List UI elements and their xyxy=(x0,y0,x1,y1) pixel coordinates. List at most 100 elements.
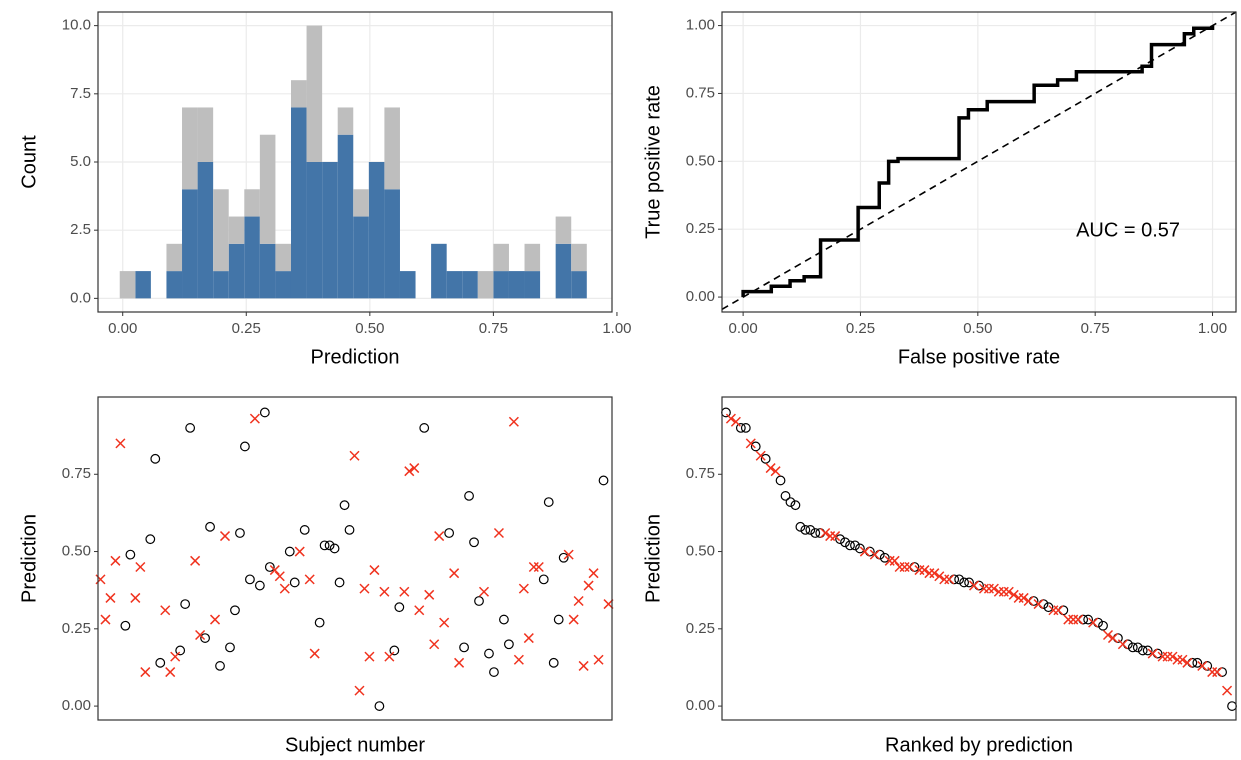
point-cross xyxy=(478,586,490,597)
point-circle xyxy=(474,596,484,606)
x-tick-label: 0.00 xyxy=(729,320,758,337)
point-cross xyxy=(195,629,206,641)
histogram-bar xyxy=(182,107,198,190)
histogram-bar xyxy=(555,243,572,299)
cross-stroke xyxy=(820,527,831,539)
y-tick-label: 0.25 xyxy=(62,620,91,637)
histogram-bar xyxy=(446,271,463,299)
y-tick-label: 0.50 xyxy=(62,543,91,560)
point-cross xyxy=(269,565,280,576)
cross-stroke xyxy=(889,555,900,566)
cross-stroke xyxy=(449,568,460,579)
y-tick-label: 0.25 xyxy=(686,620,715,637)
histogram-bar xyxy=(290,107,307,299)
point-circle xyxy=(289,577,300,588)
point-circle xyxy=(240,441,250,452)
point-circle xyxy=(855,543,865,554)
point-cross xyxy=(105,592,116,603)
point-circle xyxy=(740,423,751,433)
point-cross xyxy=(130,592,141,603)
point-cross xyxy=(404,466,415,477)
point-cross xyxy=(1003,586,1014,597)
point-cross xyxy=(755,450,766,461)
point-cross xyxy=(944,574,955,585)
histogram-bar xyxy=(477,271,494,299)
point-cross xyxy=(294,546,305,557)
point-cross xyxy=(820,527,831,539)
point-circle xyxy=(205,521,215,532)
point-circle xyxy=(264,562,275,572)
point-circle xyxy=(389,645,400,656)
cross-stroke xyxy=(279,583,290,594)
cross-stroke xyxy=(1102,629,1114,641)
point-cross xyxy=(434,531,445,542)
cross-stroke xyxy=(115,438,126,449)
y-tick-label: 0.00 xyxy=(62,697,91,714)
point-cross xyxy=(160,605,171,616)
point-circle xyxy=(200,633,210,643)
point-cross xyxy=(309,648,320,659)
cross-stroke xyxy=(439,617,450,628)
point-circle xyxy=(548,657,559,668)
y-tick-label: 7.5 xyxy=(70,85,91,102)
cross-stroke xyxy=(969,580,980,591)
point-cross xyxy=(1107,633,1118,644)
point-circle xyxy=(489,667,499,677)
cross-stroke xyxy=(563,549,574,560)
x-tick-label: 1.00 xyxy=(602,320,631,337)
point-circle xyxy=(504,639,514,650)
point-circle xyxy=(805,525,816,535)
point-circle xyxy=(284,546,295,557)
point-circle xyxy=(344,525,355,535)
histogram-bar xyxy=(135,271,151,299)
point-circle xyxy=(959,577,970,588)
histogram-bar xyxy=(306,162,323,299)
cross-stroke xyxy=(730,416,741,427)
plot-border xyxy=(721,11,1237,313)
point-cross xyxy=(533,561,544,573)
cross-stroke xyxy=(578,660,589,671)
cross-stroke xyxy=(573,595,584,607)
point-cross xyxy=(770,466,781,477)
point-cross xyxy=(583,580,594,591)
y-tick-label: 0.75 xyxy=(686,84,715,101)
panel: AUC = 0.57 0.00 0.25 0.50 0.75 1.00 0.00 0.25 0.… xyxy=(642,11,1237,368)
histogram-bar xyxy=(259,134,276,244)
point-cross xyxy=(573,595,584,607)
histogram-bar xyxy=(244,189,260,217)
point-cross xyxy=(1167,651,1178,662)
cross-stroke xyxy=(1008,589,1019,600)
point-cross xyxy=(279,583,290,594)
point-cross xyxy=(210,614,221,625)
point-circle xyxy=(245,574,255,585)
point-cross xyxy=(508,416,519,427)
cross-stroke xyxy=(190,555,201,566)
point-circle xyxy=(324,540,335,551)
cross-stroke xyxy=(765,463,776,474)
cross-stroke xyxy=(1107,633,1118,644)
point-circle xyxy=(835,534,845,545)
point-circle xyxy=(120,620,131,631)
cross-stroke xyxy=(100,614,111,625)
point-circle xyxy=(790,500,801,511)
point-circle xyxy=(558,552,569,563)
point-cross xyxy=(493,527,504,539)
y-tick-label: 5.0 xyxy=(70,153,91,170)
cross-stroke xyxy=(1197,660,1208,671)
histogram-bar xyxy=(166,271,183,299)
cross-stroke xyxy=(513,654,524,665)
point-cross xyxy=(349,450,360,461)
point-circle xyxy=(155,657,166,668)
cross-stroke xyxy=(1117,639,1128,650)
cross-stroke xyxy=(294,546,305,557)
point-cross xyxy=(513,654,524,665)
point-cross xyxy=(765,463,776,474)
cross-stroke xyxy=(304,574,315,585)
point-cross xyxy=(249,413,260,424)
plot-border xyxy=(721,396,1237,721)
cross-stroke xyxy=(1053,605,1064,616)
point-cross xyxy=(1053,605,1064,616)
cross-stroke xyxy=(384,651,395,662)
point-cross xyxy=(830,531,841,542)
cross-stroke xyxy=(1182,657,1193,668)
